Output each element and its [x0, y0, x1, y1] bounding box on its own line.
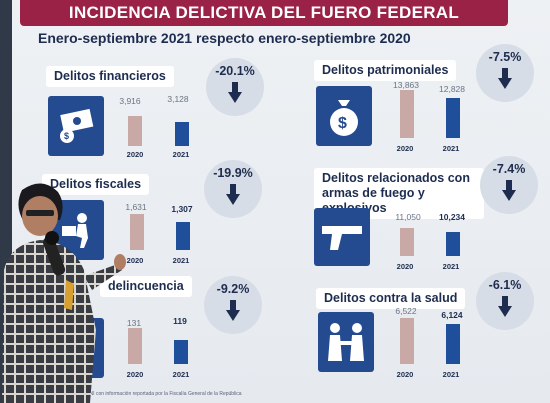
- panel-label-fiscales: Delitos fiscales: [42, 174, 150, 195]
- pct-text: -7.5%: [488, 50, 522, 64]
- panel-label-armas: Delitos relacionados con armas de fuego …: [314, 168, 484, 219]
- down-arrow-icon: [228, 82, 242, 104]
- pct-text: -20.1%: [215, 64, 255, 78]
- year-2021: 2021: [442, 370, 460, 379]
- value-2021: 1,307: [171, 204, 193, 214]
- value-2021: 12,828: [439, 84, 465, 94]
- year-2021: 2021: [172, 150, 190, 159]
- pct-badge-delincuencia: -9.2%: [204, 276, 262, 334]
- bar-2021: [174, 340, 188, 364]
- bar-2020: [400, 228, 414, 256]
- down-arrow-icon: [226, 300, 240, 322]
- panel-label-financieros: Delitos financieros: [46, 66, 174, 87]
- year-2021: 2021: [172, 370, 190, 379]
- bar-chart-patrimoniales: [390, 90, 470, 138]
- bar-chart-financieros: [120, 108, 200, 146]
- bar-2020: [128, 116, 142, 146]
- panel-label-delincuencia: delincuencia: [100, 276, 192, 297]
- pct-text: -7.4%: [492, 162, 526, 176]
- svg-text:$: $: [338, 115, 347, 132]
- down-arrow-icon: [498, 296, 512, 318]
- panel-label-salud: Delitos contra la salud: [316, 288, 466, 309]
- bar-2021: [446, 98, 460, 138]
- down-arrow-icon: [502, 180, 516, 202]
- svg-text:$: $: [64, 131, 69, 141]
- year-2020: 2020: [396, 262, 414, 271]
- bar-2020: [130, 214, 144, 250]
- year-2021: 2021: [442, 262, 460, 271]
- pistol-icon: [314, 208, 370, 266]
- value-2021: 119: [173, 316, 187, 326]
- pct-badge-financieros: -20.1%: [206, 58, 264, 116]
- value-2020: 1,631: [125, 202, 147, 212]
- handshake-icon: [318, 312, 374, 372]
- value-2021: 3,128: [167, 94, 189, 104]
- pct-text: -9.2%: [216, 282, 250, 296]
- value-2020: 11,050: [395, 212, 421, 222]
- bar-chart-salud: [390, 318, 470, 364]
- value-2020: 3,916: [119, 96, 141, 106]
- value-2021: 6,124: [441, 310, 463, 320]
- bar-2021: [446, 324, 460, 364]
- money-bag-icon: $: [316, 86, 372, 146]
- value-2020: 131: [126, 318, 142, 328]
- panel-label-patrimoniales: Delitos patrimoniales: [314, 60, 457, 81]
- value-2020: 13,863: [393, 80, 419, 90]
- down-arrow-icon: [498, 68, 512, 90]
- value-2021: 10,234: [439, 212, 465, 222]
- year-2020: 2020: [396, 144, 414, 153]
- pct-badge-armas: -7.4%: [480, 156, 538, 214]
- bar-2020: [128, 328, 142, 364]
- value-2020: 6,522: [395, 306, 417, 316]
- year-2021: 2021: [172, 256, 190, 265]
- year-2020: 2020: [126, 256, 144, 265]
- bar-2021: [176, 222, 190, 250]
- slide-title: INCIDENCIA DELICTIVA DEL FUERO FEDERAL: [20, 0, 508, 26]
- slide-subtitle: Enero-septiembre 2021 respecto enero-sep…: [38, 30, 411, 46]
- speaker-figure: [0, 180, 130, 403]
- year-2021: 2021: [442, 144, 460, 153]
- pct-badge-patrimoniales: -7.5%: [476, 44, 534, 102]
- bar-2020: [400, 318, 414, 364]
- year-2020: 2020: [126, 370, 144, 379]
- down-arrow-icon: [226, 184, 240, 206]
- bar-chart-fiscales: [120, 214, 200, 250]
- pct-badge-salud: -6.1%: [476, 272, 534, 330]
- pct-text: -6.1%: [488, 278, 522, 292]
- bar-chart-delincuencia: [120, 328, 200, 364]
- pct-badge-fiscales: -19.9%: [204, 160, 262, 218]
- pct-text: -19.9%: [213, 166, 253, 180]
- bar-2020: [400, 90, 414, 138]
- bar-2021: [175, 122, 189, 146]
- bar-chart-armas: [390, 228, 470, 256]
- year-2020: 2020: [396, 370, 414, 379]
- year-2020: 2020: [126, 150, 144, 159]
- money-icon: $: [48, 96, 104, 156]
- footnote: SESNSP-CNI con información reportada por…: [64, 391, 242, 397]
- bar-2021: [446, 232, 460, 256]
